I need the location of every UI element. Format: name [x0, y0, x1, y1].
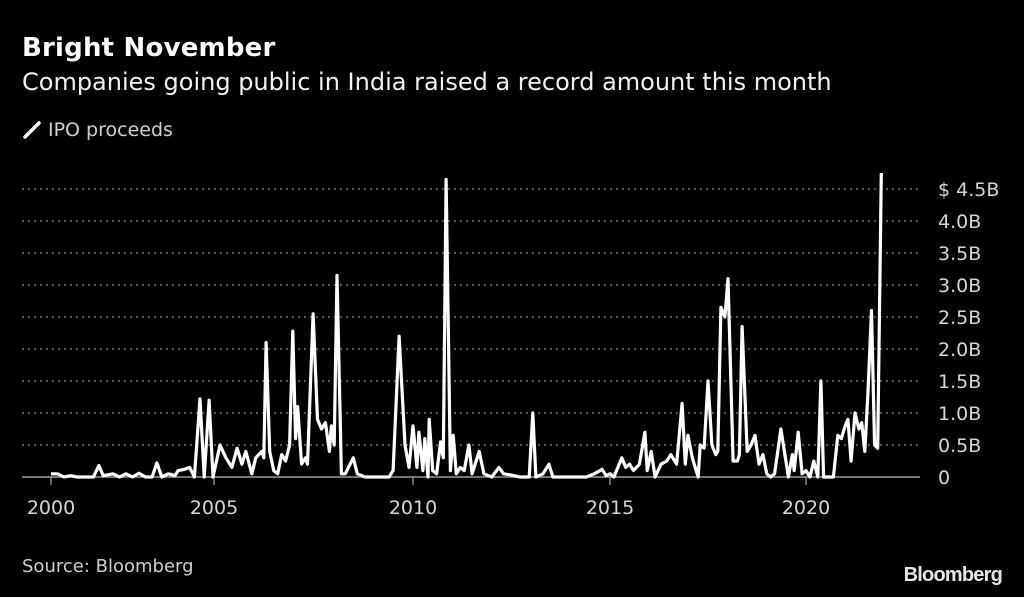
x-tick-label: 2005: [190, 497, 238, 519]
gridlines: [22, 188, 920, 478]
source-note: Source: Bloomberg: [22, 556, 194, 577]
y-tick-label: $ 4.5B: [938, 179, 999, 201]
y-tick-label: 0.5B: [938, 435, 981, 457]
y-tick-label: 0: [938, 467, 950, 489]
y-tick-label: 3.0B: [938, 275, 981, 297]
y-tick-label: 2.0B: [938, 339, 981, 361]
y-axis: 0 0.5B 1.0B 1.5B 2.0B 2.5B 3.0B 3.5B 4.0B $ 4.5B: [938, 179, 999, 489]
legend: IPO proceeds: [22, 119, 173, 141]
y-tick-label: 1.0B: [938, 403, 981, 425]
y-tick-label: 1.5B: [938, 371, 981, 393]
y-tick-label: 4.0B: [938, 211, 981, 233]
x-axis: 2000 2005 2010 2015 2020: [27, 477, 830, 519]
chart-subtitle: Companies going public in India raised a…: [22, 68, 832, 96]
legend-label: IPO proceeds: [48, 119, 173, 141]
x-tick-label: 2000: [27, 497, 75, 519]
chart-title: Bright November: [22, 33, 276, 63]
series-line-ipo-proceeds: [51, 172, 883, 479]
x-tick-label: 2015: [586, 497, 634, 519]
x-tick-label: 2020: [782, 497, 830, 519]
bloomberg-logo: Bloomberg: [903, 564, 1003, 586]
x-tick-label: 2010: [389, 497, 437, 519]
y-tick-label: 2.5B: [938, 307, 981, 329]
line-slash-icon: [23, 121, 41, 139]
y-tick-label: 3.5B: [938, 243, 981, 265]
